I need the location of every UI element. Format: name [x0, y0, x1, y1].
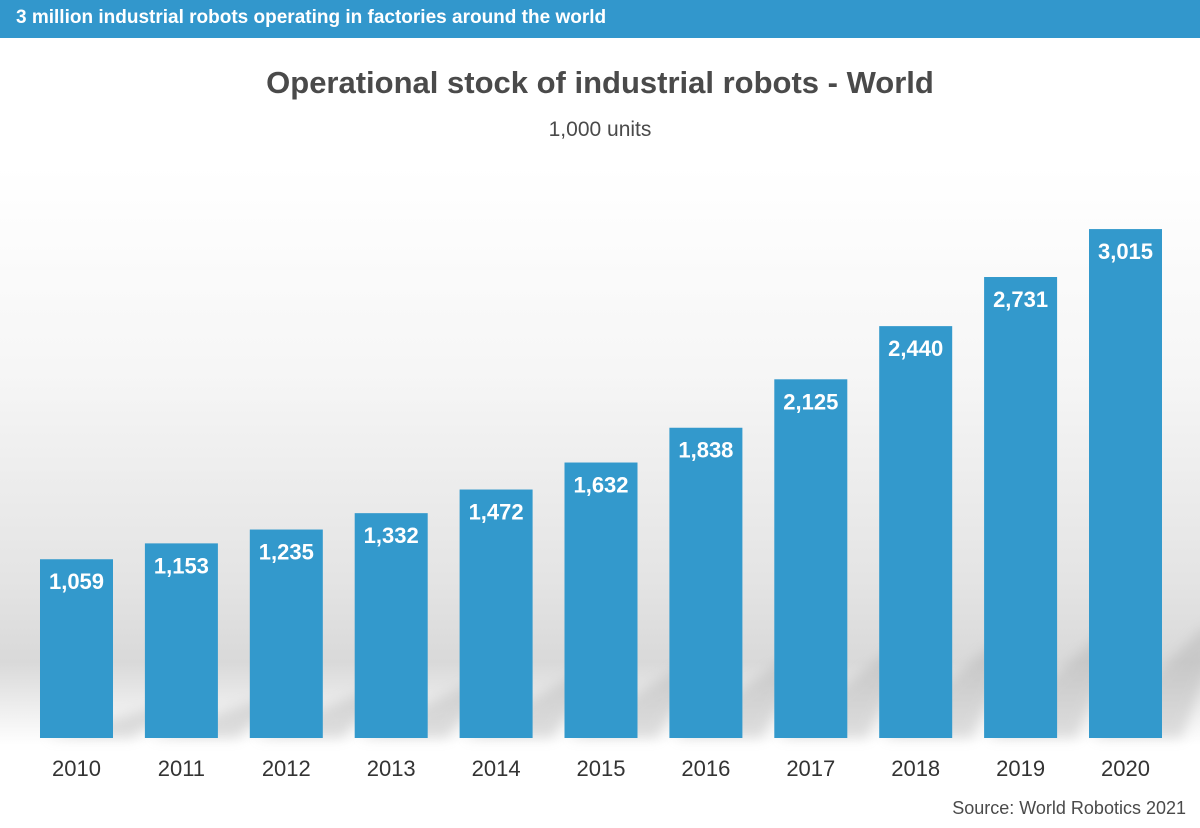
bar-2018: [879, 326, 953, 738]
bar-value-label: 2,440: [888, 336, 943, 361]
chart-subtitle: 1,000 units: [548, 118, 652, 141]
x-tick-label: 2014: [472, 756, 521, 781]
bar-value-label: 1,235: [259, 540, 314, 565]
bar-2012: [249, 529, 323, 738]
source-note: Source: World Robotics 2021: [952, 798, 1186, 818]
x-axis-tick-labels: 2010 2011 2012 2013 2014 2015 2016 2017 2018 2019…: [52, 756, 1150, 781]
bar-value-labels: 1,059 1,153 1,235 1,332 1,472 1,632 1,838 2,125…: [49, 239, 1153, 594]
x-tick-label: 2020: [1101, 756, 1150, 781]
header-banner: 3 million industrial robots operating in…: [0, 0, 1200, 38]
bar-2015: [564, 462, 638, 738]
bar-2013: [354, 513, 428, 738]
bar-value-label: 1,838: [678, 438, 733, 463]
x-tick-label: 2011: [158, 756, 205, 781]
bar-2016: [669, 427, 743, 738]
bar-value-label: 1,059: [49, 569, 104, 594]
bar-value-label: 1,153: [154, 553, 209, 578]
bar-2011: [144, 543, 218, 738]
bar-2010: [40, 559, 113, 738]
bar-2020: [1089, 229, 1162, 738]
banner-text: 3 million industrial robots operating in…: [16, 7, 607, 28]
bar-value-label: 1,332: [364, 523, 419, 548]
bar-value-label: 1,632: [573, 473, 628, 498]
x-tick-label: 2018: [891, 756, 940, 781]
x-tick-label: 2017: [786, 756, 835, 781]
x-tick-label: 2010: [52, 756, 101, 781]
bar-2017: [774, 379, 848, 738]
bars: [40, 229, 1162, 738]
bar-value-label: 1,472: [469, 500, 524, 525]
bar-value-label: 2,125: [783, 389, 838, 414]
x-tick-label: 2016: [681, 756, 730, 781]
bar-value-label: 2,731: [993, 287, 1048, 312]
x-tick-label: 2019: [996, 756, 1045, 781]
x-tick-label: 2012: [262, 756, 311, 781]
bar-2014: [459, 489, 533, 738]
x-tick-label: 2013: [367, 756, 416, 781]
bar-2019: [984, 277, 1058, 738]
bar-value-label: 3,015: [1098, 239, 1153, 264]
x-tick-label: 2015: [577, 756, 626, 781]
chart-title: Operational stock of industrial robots -…: [266, 65, 934, 100]
